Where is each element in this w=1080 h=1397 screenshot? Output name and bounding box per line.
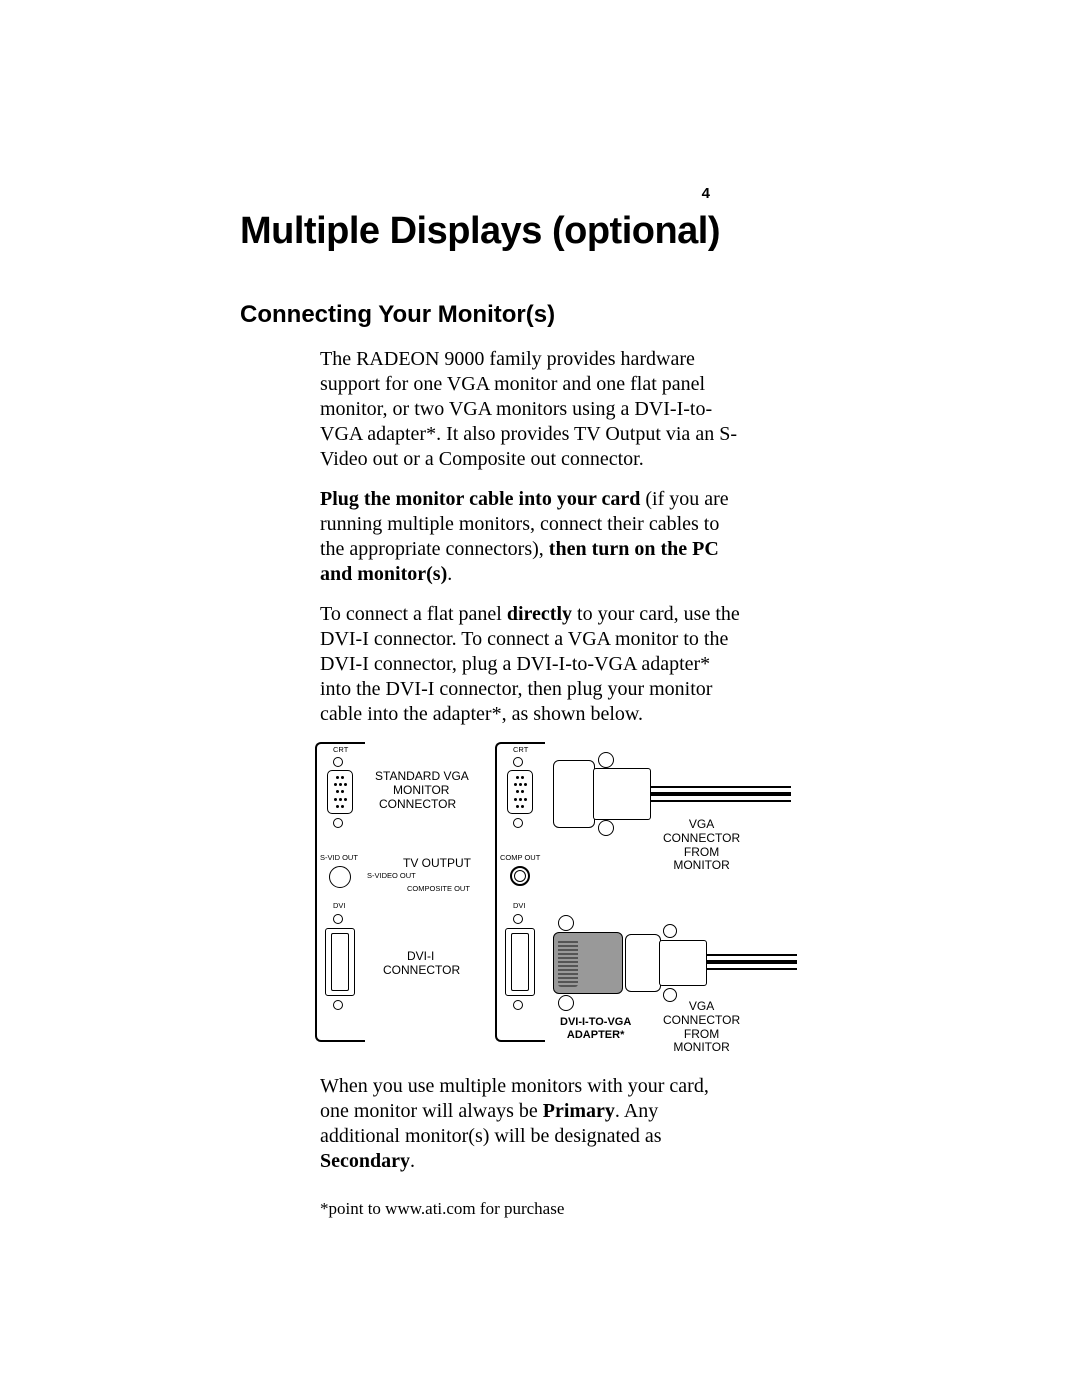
text-span: VGA xyxy=(689,817,714,831)
vga-cable-plug-body xyxy=(593,768,651,820)
cable-wire xyxy=(707,968,797,970)
composite-port xyxy=(510,866,530,886)
vga-connector-label: STANDARD VGA MONITOR CONNECTOR xyxy=(375,770,469,811)
dvi-label: DVI xyxy=(333,902,346,910)
vga-from-monitor-label-2: VGA CONNECTOR FROM MONITOR xyxy=(663,1000,740,1055)
thumbscrew-icon xyxy=(558,915,574,931)
cable-wire xyxy=(707,960,797,964)
svideo-port xyxy=(329,866,351,888)
text-span: MONITOR xyxy=(393,783,449,797)
text-span: CONNECTOR xyxy=(663,1013,740,1027)
text-span: DVI-I xyxy=(407,949,434,963)
crt-label: CRT xyxy=(333,746,348,754)
cable-wire xyxy=(651,792,791,796)
section-heading: Connecting Your Monitor(s) xyxy=(240,301,960,329)
text-span: STANDARD VGA xyxy=(375,769,469,783)
cable-wire xyxy=(707,954,797,956)
text-span: CONNECTOR xyxy=(383,963,460,977)
text-span: VGA xyxy=(689,999,714,1013)
dvi-connector-label: DVI-I CONNECTOR xyxy=(383,950,460,978)
paragraph-4: When you use multiple monitors with your… xyxy=(320,1074,740,1174)
cable-wire xyxy=(651,800,791,802)
dvi-port xyxy=(505,928,535,996)
text-span: . xyxy=(447,563,452,585)
cable-wire xyxy=(651,786,791,788)
connection-diagram: CRT STANDARD VGA MONITOR CONNECTOR S-VID… xyxy=(315,742,795,1052)
crt-label: CRT xyxy=(513,746,528,754)
text-span: . xyxy=(410,1150,415,1172)
dvi-to-vga-adapter xyxy=(553,932,623,994)
vga-cable-plug xyxy=(625,934,661,992)
vga-cable-plug xyxy=(553,760,595,828)
tv-output-label: TV OUTPUT xyxy=(403,857,471,870)
bold-span: Plug the monitor cable into your card xyxy=(320,488,645,510)
footnote: *point to www.ati.com for purchase xyxy=(320,1199,960,1219)
text-span: CONNECTOR xyxy=(379,797,456,811)
text-span: To connect a flat panel xyxy=(320,603,507,625)
screw-icon xyxy=(333,1000,343,1010)
svid-label: S-VID OUT xyxy=(320,854,358,862)
screw-icon xyxy=(513,914,523,924)
vga-from-monitor-label: VGA CONNECTOR FROM MONITOR xyxy=(663,818,740,873)
text-span: FROM xyxy=(684,1027,719,1041)
screw-icon xyxy=(333,818,343,828)
thumbscrew-icon xyxy=(558,995,574,1011)
thumbscrew-icon xyxy=(598,752,614,768)
screw-icon xyxy=(513,1000,523,1010)
text-span: ADAPTER* xyxy=(567,1029,624,1041)
paragraph-3: To connect a flat panel directly to your… xyxy=(320,602,740,727)
screw-icon xyxy=(333,914,343,924)
comp-out-label: COMP OUT xyxy=(500,854,540,862)
dvi-port xyxy=(325,928,355,996)
text-span: DVI-I-TO-VGA xyxy=(560,1016,631,1028)
body-text: The RADEON 9000 family provides hardware… xyxy=(320,347,740,1174)
screw-icon xyxy=(513,818,523,828)
page-title: Multiple Displays (optional) xyxy=(240,210,960,253)
text-span: CONNECTOR xyxy=(663,831,740,845)
bold-span: Primary xyxy=(543,1100,615,1122)
page-content: Multiple Displays (optional) Connecting … xyxy=(240,210,960,1219)
bold-span: Secondary xyxy=(320,1150,410,1172)
text-span: MONITOR xyxy=(673,858,729,872)
screw-icon xyxy=(513,757,523,767)
vga-port xyxy=(507,770,533,814)
thumbscrew-icon xyxy=(598,820,614,836)
bold-span: directly xyxy=(507,603,572,625)
composite-out-label: COMPOSITE OUT xyxy=(407,885,470,893)
page-number: 4 xyxy=(702,185,710,202)
paragraph-1: The RADEON 9000 family provides hardware… xyxy=(320,347,740,472)
screw-icon xyxy=(333,757,343,767)
text-span: FROM xyxy=(684,845,719,859)
paragraph-2: Plug the monitor cable into your card (i… xyxy=(320,487,740,587)
vga-cable-plug-body xyxy=(659,940,707,986)
dvi-label: DVI xyxy=(513,902,526,910)
thumbscrew-icon xyxy=(663,924,677,938)
svideo-out-label: S-VIDEO OUT xyxy=(367,872,416,880)
text-span: MONITOR xyxy=(673,1040,729,1054)
vga-port xyxy=(327,770,353,814)
dvi-to-vga-adapter-label: DVI-I-TO-VGA ADAPTER* xyxy=(560,1016,631,1042)
